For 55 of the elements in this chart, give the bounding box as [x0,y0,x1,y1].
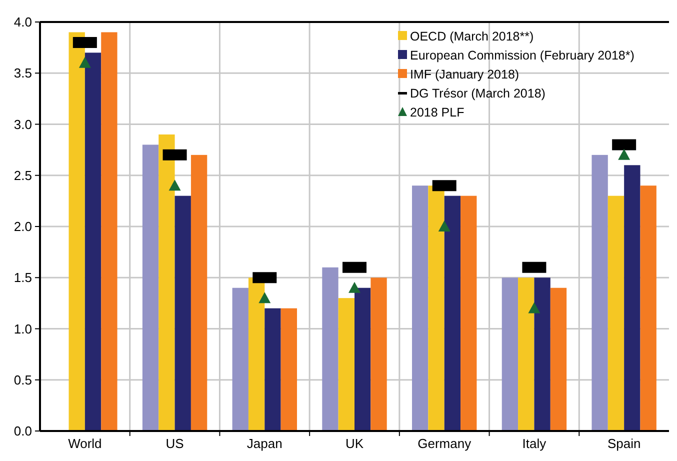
legend-label: DG Trésor (March 2018) [410,86,546,100]
y-tick-label: 0.0 [14,424,32,439]
bar [68,32,85,431]
x-tick-label: US [166,436,184,451]
y-tick-label: 3.5 [14,66,32,81]
bar [190,154,208,431]
bar [428,186,444,431]
x-tick-label: Italy [522,436,547,451]
bar [101,32,118,431]
x-tick-label: Japan [246,436,282,451]
bar [280,308,297,431]
legend-label: OECD (March 2018**) [410,29,534,44]
y-tick-label: 0.5 [14,372,32,388]
y-tick-label: 1.5 [14,270,32,286]
y-tick-label: 2.0 [14,219,32,234]
bar [232,288,248,431]
legend-label: IMF (January 2018) [410,67,520,82]
point [168,180,181,191]
bar [322,267,338,431]
bar [412,186,428,431]
point [528,302,540,314]
point [618,148,630,160]
y-tick-label: 1.0 [14,321,32,336]
bar [142,144,159,431]
legend-label: 2018 PLF [410,105,465,120]
bar [550,288,567,431]
x-tick-label: Spain [607,436,641,451]
x-tick-label: UK [345,436,364,451]
bar [158,134,175,431]
bar [624,165,640,431]
x-tick-label: World [68,436,102,451]
x-tick-label: Germany [418,436,472,451]
bar [354,288,371,431]
bar [502,278,518,431]
point [348,282,360,293]
point [78,56,91,68]
point [438,220,450,232]
bar [338,298,354,431]
legend-label: European Commission (February 2018*) [410,48,634,62]
bar [640,186,656,431]
bar [370,278,387,431]
y-tick-label: 4.0 [14,14,32,30]
bar [534,278,550,431]
point [258,292,271,304]
y-tick-label: 2.5 [14,168,32,183]
bar [174,196,191,431]
bar [608,196,624,431]
bar [592,154,608,431]
bar [444,196,461,431]
bar [518,278,534,431]
bar [460,196,477,431]
bar [248,278,265,431]
bar [84,52,102,431]
y-tick-label: 3.0 [14,116,32,132]
bar [264,308,281,431]
